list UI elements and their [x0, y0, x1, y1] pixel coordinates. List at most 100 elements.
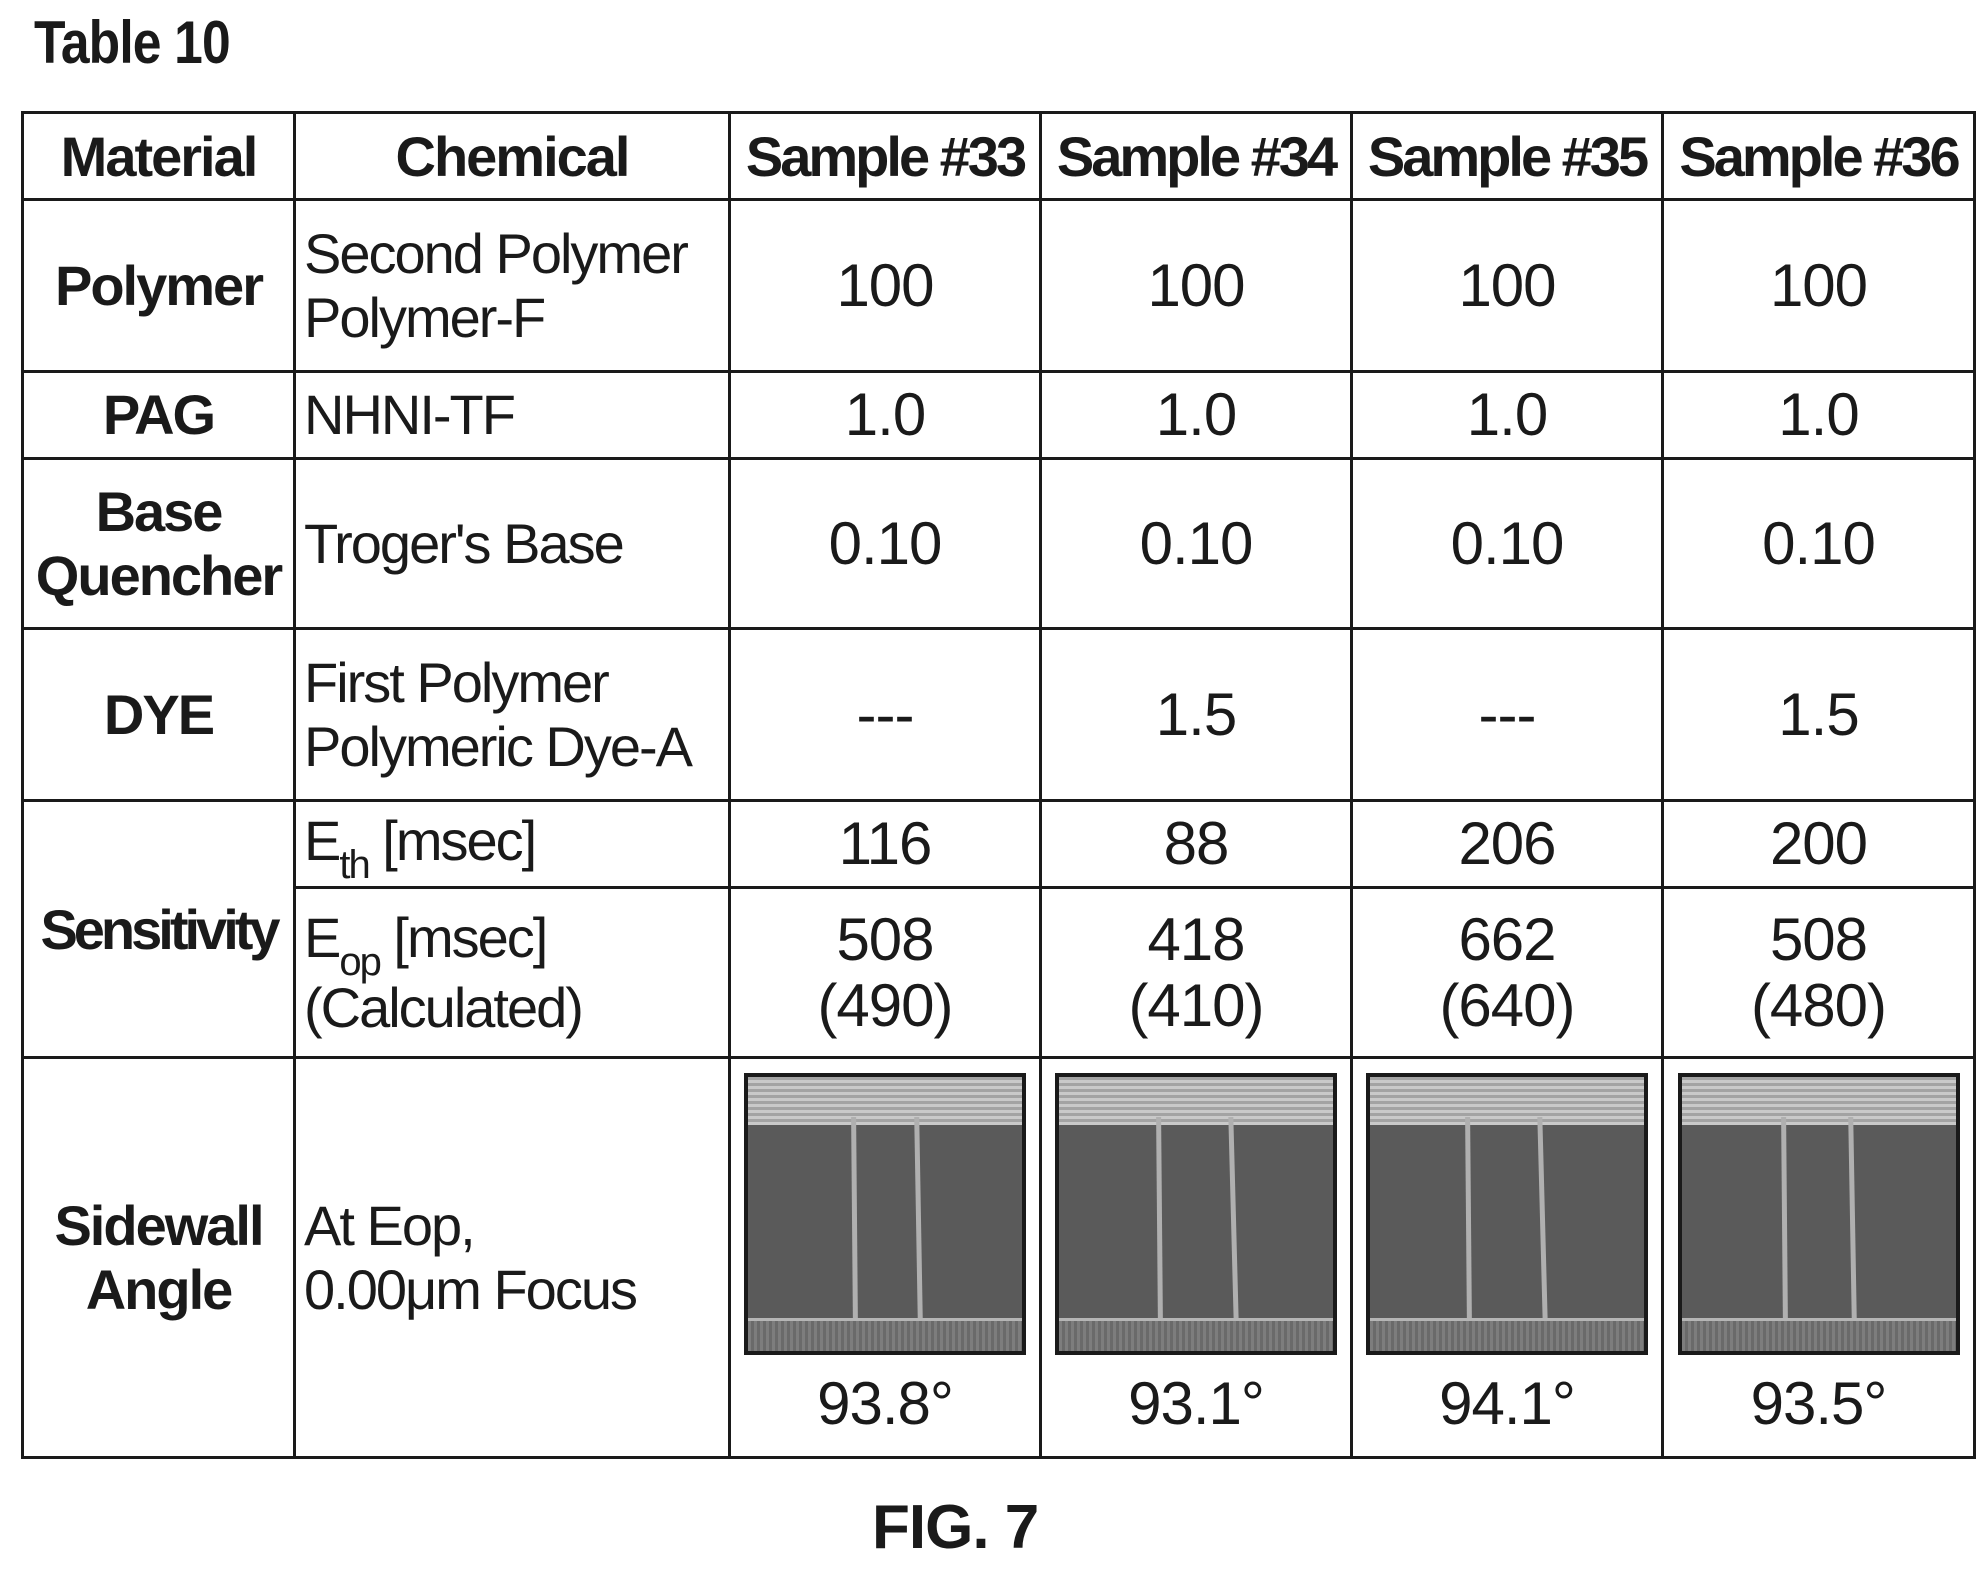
- chemical-line: Polymer-F: [304, 286, 728, 350]
- value-cell: 1.5: [1041, 629, 1352, 801]
- material-cell: Polymer: [23, 200, 295, 372]
- column-header-material: Material: [23, 113, 295, 200]
- value-cell: 200: [1663, 801, 1975, 888]
- value-cell: 1.0: [1041, 372, 1352, 459]
- sem-cell: 93.8°: [730, 1058, 1041, 1458]
- sem-sidewall-line: [1156, 1117, 1163, 1321]
- material-cell: Sidewall Angle: [23, 1058, 295, 1458]
- chemical-cell: Eop [msec] (Calculated): [295, 888, 730, 1058]
- symbol-text: E: [304, 809, 339, 872]
- sem-resist-surface: [1059, 1077, 1333, 1125]
- sem-substrate: [748, 1318, 1022, 1351]
- sidewall-angle-value: 94.1°: [1353, 1369, 1661, 1438]
- chemical-line: Eop [msec]: [304, 906, 728, 976]
- material-cell: PAG: [23, 372, 295, 459]
- value-cell: 508 (480): [1663, 888, 1975, 1058]
- data-table: Material Chemical Sample #33 Sample #34 …: [21, 111, 1976, 1459]
- value-cell: 0.10: [1663, 459, 1975, 629]
- value-cell: 418 (410): [1041, 888, 1352, 1058]
- material-line: Base: [24, 480, 293, 544]
- eop-calculated: (480): [1664, 973, 1973, 1039]
- eop-value: 508: [1664, 907, 1973, 973]
- value-cell: 1.0: [730, 372, 1041, 459]
- eop-value: 418: [1042, 907, 1350, 973]
- eop-calculated: (490): [731, 973, 1039, 1039]
- subscript-text: th: [339, 843, 368, 887]
- sem-micrograph: [1366, 1073, 1648, 1355]
- sem-sidewall-line: [1228, 1117, 1238, 1321]
- value-cell: 0.10: [730, 459, 1041, 629]
- subscript-text: op: [339, 940, 380, 984]
- table-row-sidewall-angle: Sidewall Angle At Eop, 0.00μm Focus 93.8…: [23, 1058, 1975, 1458]
- value-cell: 662 (640): [1352, 888, 1663, 1058]
- sem-sidewall-line: [1848, 1117, 1857, 1321]
- sidewall-angle-value: 93.8°: [731, 1369, 1039, 1438]
- material-line: Angle: [24, 1258, 293, 1322]
- value-cell: 100: [1041, 200, 1352, 372]
- table-row-polymer: Polymer Second Polymer Polymer-F 100 100…: [23, 200, 1975, 372]
- chemical-cell: Second Polymer Polymer-F: [295, 200, 730, 372]
- value-cell: 0.10: [1041, 459, 1352, 629]
- material-cell: Base Quencher: [23, 459, 295, 629]
- header-row: Material Chemical Sample #33 Sample #34 …: [23, 113, 1975, 200]
- symbol-text: E: [304, 906, 339, 969]
- eop-calculated: (410): [1042, 973, 1350, 1039]
- eop-value: 508: [731, 907, 1039, 973]
- sem-resist-surface: [1370, 1077, 1644, 1125]
- material-cell: DYE: [23, 629, 295, 801]
- table-row-sensitivity-eth: Sensitivity Eth [msec] 116 88 206 200: [23, 801, 1975, 888]
- sem-micrograph: [744, 1073, 1026, 1355]
- value-cell: 206: [1352, 801, 1663, 888]
- sem-substrate: [1682, 1318, 1956, 1351]
- eop-calculated: (640): [1353, 973, 1661, 1039]
- chemical-cell: NHNI-TF: [295, 372, 730, 459]
- material-cell: Sensitivity: [23, 801, 295, 1058]
- value-cell: 100: [730, 200, 1041, 372]
- value-cell: 88: [1041, 801, 1352, 888]
- sem-cell: 93.5°: [1663, 1058, 1975, 1458]
- value-cell: ---: [1352, 629, 1663, 801]
- column-header-sample: Sample #36: [1663, 113, 1975, 200]
- value-cell: 116: [730, 801, 1041, 888]
- sem-resist-surface: [1682, 1077, 1956, 1125]
- chemical-line: 0.00μm Focus: [304, 1258, 728, 1322]
- sem-micrograph: [1055, 1073, 1337, 1355]
- chemical-cell: At Eop, 0.00μm Focus: [295, 1058, 730, 1458]
- sem-micrograph: [1678, 1073, 1960, 1355]
- chemical-cell: Troger's Base: [295, 459, 730, 629]
- chemical-line: First Polymer: [304, 651, 728, 715]
- sem-sidewall-line: [1781, 1117, 1788, 1321]
- table-row-dye: DYE First Polymer Polymeric Dye-A --- 1.…: [23, 629, 1975, 801]
- chemical-cell: First Polymer Polymeric Dye-A: [295, 629, 730, 801]
- value-cell: 1.5: [1663, 629, 1975, 801]
- chemical-line: Polymeric Dye-A: [304, 715, 728, 779]
- chemical-cell: Eth [msec]: [295, 801, 730, 888]
- value-cell: 100: [1352, 200, 1663, 372]
- sem-substrate: [1059, 1318, 1333, 1351]
- material-line: Quencher: [24, 544, 293, 608]
- unit-text: [msec]: [380, 906, 546, 969]
- value-cell: ---: [730, 629, 1041, 801]
- value-cell: 0.10: [1352, 459, 1663, 629]
- table-title: Table 10: [34, 8, 230, 77]
- sidewall-angle-value: 93.5°: [1664, 1369, 1973, 1438]
- chemical-line: At Eop,: [304, 1194, 728, 1258]
- eop-value: 662: [1353, 907, 1661, 973]
- chemical-line: Second Polymer: [304, 222, 728, 286]
- unit-text: [msec]: [369, 809, 535, 872]
- sem-resist-surface: [748, 1077, 1022, 1125]
- column-header-sample: Sample #34: [1041, 113, 1352, 200]
- table-row-pag: PAG NHNI-TF 1.0 1.0 1.0 1.0: [23, 372, 1975, 459]
- table-row-sensitivity-eop: Eop [msec] (Calculated) 508 (490) 418 (4…: [23, 888, 1975, 1058]
- column-header-sample: Sample #35: [1352, 113, 1663, 200]
- sem-sidewall-line: [1465, 1117, 1472, 1321]
- material-line: Sidewall: [24, 1194, 293, 1258]
- table-row-base-quencher: Base Quencher Troger's Base 0.10 0.10 0.…: [23, 459, 1975, 629]
- sem-sidewall-line: [914, 1117, 923, 1321]
- column-header-sample: Sample #33: [730, 113, 1041, 200]
- chemical-line: (Calculated): [304, 976, 728, 1040]
- value-cell: 508 (490): [730, 888, 1041, 1058]
- sem-cell: 94.1°: [1352, 1058, 1663, 1458]
- sem-sidewall-line: [851, 1117, 858, 1321]
- figure-caption: FIG. 7: [872, 1492, 1038, 1563]
